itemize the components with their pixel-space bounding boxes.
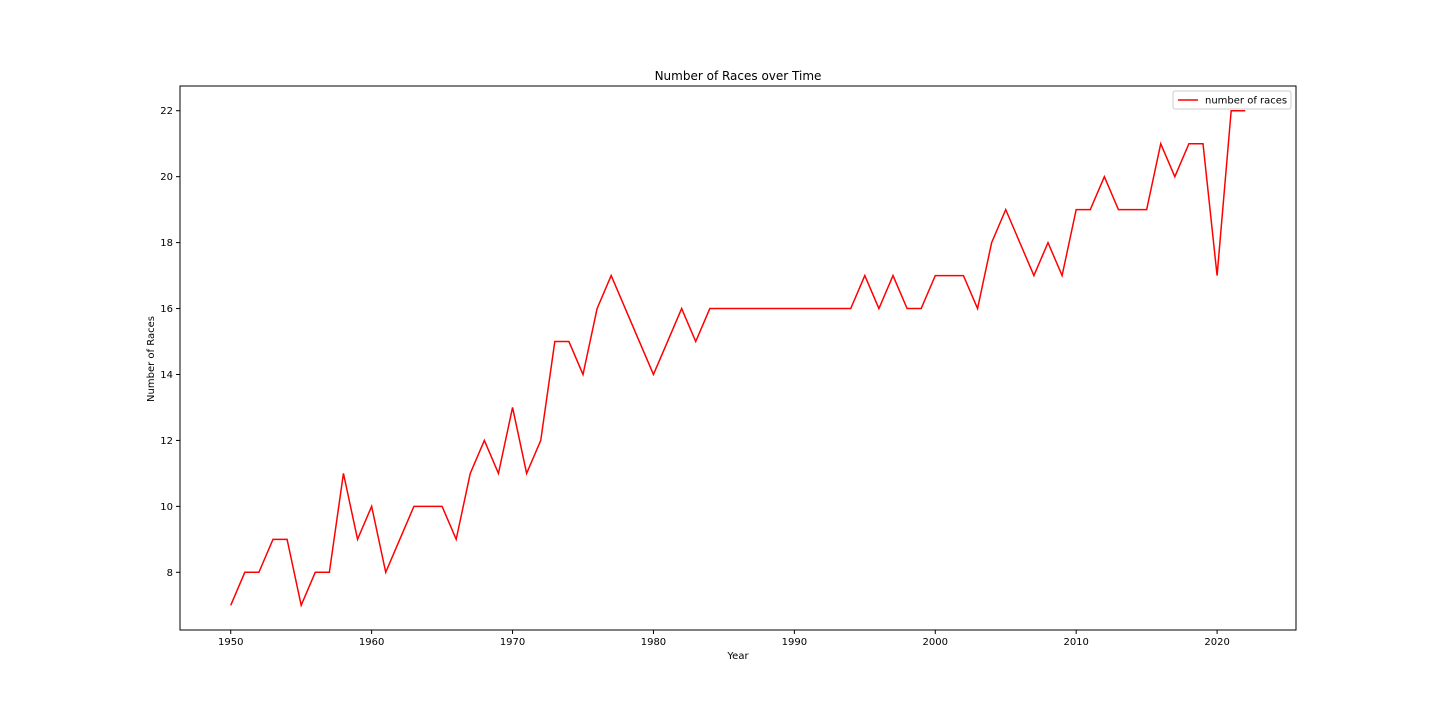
x-tick-label: 1950 <box>218 637 243 648</box>
data-point <box>427 505 430 508</box>
data-point <box>1075 208 1078 211</box>
data-point <box>863 274 866 277</box>
data-point <box>638 340 641 343</box>
data-point <box>920 307 923 310</box>
data-point <box>497 472 500 475</box>
data-point <box>1061 274 1064 277</box>
data-point <box>300 604 303 607</box>
data-point <box>1230 109 1233 112</box>
data-point <box>286 538 289 541</box>
data-point <box>314 571 317 574</box>
data-point <box>976 307 979 310</box>
data-point <box>1187 142 1190 145</box>
data-point <box>737 307 740 310</box>
data-point <box>469 472 472 475</box>
data-point <box>934 274 937 277</box>
data-point <box>483 439 486 442</box>
x-tick-label: 2000 <box>923 637 948 648</box>
data-point <box>1047 241 1050 244</box>
x-tick-label: 1990 <box>782 637 807 648</box>
data-point <box>370 505 373 508</box>
data-point <box>1216 274 1219 277</box>
data-point <box>455 538 458 541</box>
x-tick-label: 2010 <box>1063 637 1088 648</box>
data-point <box>990 241 993 244</box>
data-point <box>257 571 260 574</box>
data-point <box>229 604 232 607</box>
data-point <box>849 307 852 310</box>
data-point <box>835 307 838 310</box>
plot-area: 1950 1960 1970 1980 1990 2000 2010 2020 8 10 12 14 1… <box>160 85 1297 648</box>
data-point <box>1103 175 1106 178</box>
data-point <box>582 373 585 376</box>
data-point <box>1145 208 1148 211</box>
x-tick-label: 2020 <box>1204 637 1229 648</box>
data-point <box>765 307 768 310</box>
data-point <box>779 307 782 310</box>
y-tick-label: 20 <box>160 172 173 183</box>
data-point <box>821 307 824 310</box>
data-point <box>398 538 401 541</box>
data-point <box>539 439 542 442</box>
x-tick-label: 1980 <box>641 637 666 648</box>
data-point <box>1244 109 1247 112</box>
data-point <box>1117 208 1120 211</box>
data-point <box>1032 274 1035 277</box>
y-tick-label: 10 <box>160 502 173 513</box>
data-point <box>722 307 725 310</box>
y-tick-label: 12 <box>160 436 173 447</box>
x-tick-label: 1960 <box>359 637 384 648</box>
data-point <box>1159 142 1162 145</box>
data-point <box>694 340 697 343</box>
data-point <box>412 505 415 508</box>
y-tick-label: 18 <box>160 238 173 249</box>
series-line <box>230 109 1246 608</box>
data-point <box>441 505 444 508</box>
data-point <box>328 571 331 574</box>
data-point <box>356 538 359 541</box>
data-point <box>666 340 669 343</box>
data-point <box>624 307 627 310</box>
data-point <box>877 307 880 310</box>
data-point <box>243 571 246 574</box>
data-point <box>1202 142 1205 145</box>
y-tick-label: 14 <box>160 370 173 381</box>
y-tick-label: 8 <box>167 568 173 579</box>
data-point <box>1004 208 1007 211</box>
data-point <box>525 472 528 475</box>
data-point <box>610 274 613 277</box>
data-point <box>652 373 655 376</box>
data-point <box>906 307 909 310</box>
data-point <box>342 472 345 475</box>
legend-label: number of races <box>1205 96 1287 107</box>
x-axis-label: Year <box>726 651 749 662</box>
data-point <box>596 307 599 310</box>
data-point <box>708 307 711 310</box>
data-point <box>807 307 810 310</box>
x-tick-label: 1970 <box>500 637 525 648</box>
data-point <box>948 274 951 277</box>
data-point <box>567 340 570 343</box>
legend: number of races <box>1172 90 1292 110</box>
plot-frame <box>179 85 1297 631</box>
data-point <box>272 538 275 541</box>
y-axis-label: Number of Races <box>146 316 157 402</box>
y-tick-label: 16 <box>160 304 173 315</box>
legend-box <box>1172 90 1292 110</box>
chart-title: Number of Races over Time <box>655 69 822 83</box>
data-point <box>1173 175 1176 178</box>
data-point <box>1018 241 1021 244</box>
data-point <box>680 307 683 310</box>
data-point <box>892 274 895 277</box>
data-point <box>1089 208 1092 211</box>
data-point <box>751 307 754 310</box>
data-point <box>1131 208 1134 211</box>
data-point <box>962 274 965 277</box>
y-tick-label: 22 <box>160 106 173 117</box>
data-point <box>793 307 796 310</box>
data-point <box>553 340 556 343</box>
data-point <box>384 571 387 574</box>
data-point <box>511 406 514 409</box>
